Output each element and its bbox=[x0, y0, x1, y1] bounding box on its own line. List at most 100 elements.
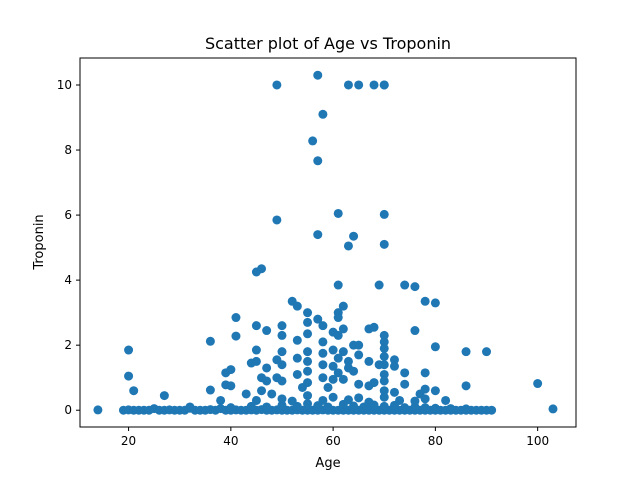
scatter-point bbox=[343, 241, 353, 251]
scatter-point bbox=[292, 353, 302, 363]
scatter-point bbox=[354, 350, 364, 360]
scatter-point bbox=[349, 401, 359, 411]
scatter-point bbox=[374, 280, 384, 290]
scatter-point bbox=[318, 109, 328, 119]
x-tick-label: 100 bbox=[526, 434, 549, 448]
scatter-point bbox=[379, 386, 389, 396]
scatter-point bbox=[303, 347, 313, 357]
scatter-point bbox=[251, 321, 261, 331]
scatter-point bbox=[420, 296, 430, 306]
scatter-point bbox=[395, 395, 405, 405]
scatter-point bbox=[318, 373, 328, 383]
y-axis-label: Troponin bbox=[32, 214, 47, 270]
y-tick-label: 6 bbox=[64, 208, 72, 222]
scatter-point bbox=[303, 399, 313, 409]
scatter-point bbox=[313, 70, 323, 80]
scatter-point bbox=[262, 402, 272, 412]
y-tick-label: 8 bbox=[64, 143, 72, 157]
scatter-point bbox=[313, 314, 323, 324]
y-tick-label: 10 bbox=[57, 78, 72, 92]
scatter-point bbox=[420, 384, 430, 394]
scatter-point bbox=[292, 369, 302, 379]
scatter-point bbox=[267, 389, 277, 399]
scatter-point bbox=[343, 395, 353, 405]
x-tick-label: 80 bbox=[428, 434, 443, 448]
scatter-point bbox=[364, 356, 374, 366]
scatter-point bbox=[461, 347, 471, 357]
scatter-point bbox=[379, 376, 389, 386]
scatter-point bbox=[205, 385, 215, 395]
scatter-point bbox=[159, 391, 169, 401]
scatter-point bbox=[338, 324, 348, 334]
scatter-point bbox=[548, 404, 558, 414]
scatter-point bbox=[430, 386, 440, 396]
scatter-point bbox=[205, 336, 215, 346]
scatter-point bbox=[400, 403, 410, 413]
scatter-point bbox=[379, 401, 389, 411]
scatter-point bbox=[257, 386, 267, 396]
points-layer bbox=[93, 70, 558, 415]
scatter-point bbox=[349, 231, 359, 241]
scatter-point bbox=[303, 378, 313, 388]
scatter-point bbox=[323, 382, 333, 392]
scatter-point bbox=[410, 282, 420, 292]
scatter-point bbox=[430, 298, 440, 308]
scatter-point bbox=[313, 156, 323, 166]
scatter-point bbox=[272, 215, 282, 225]
scatter-point bbox=[420, 403, 430, 413]
y-tick-label: 0 bbox=[64, 403, 72, 417]
scatter-point bbox=[277, 360, 287, 370]
scatter-point bbox=[251, 345, 261, 355]
scatter-point bbox=[400, 379, 410, 389]
scatter-point bbox=[364, 397, 374, 407]
scatter-point bbox=[430, 342, 440, 352]
scatter-point bbox=[303, 391, 313, 401]
scatter-point bbox=[410, 326, 420, 336]
scatter-point bbox=[369, 322, 379, 332]
scatter-point bbox=[400, 280, 410, 290]
scatter-point bbox=[277, 347, 287, 357]
scatter-point bbox=[226, 381, 236, 391]
scatter-point bbox=[292, 301, 302, 311]
scatter-point bbox=[328, 374, 338, 384]
scatter-point bbox=[185, 403, 195, 413]
x-tick-label: 40 bbox=[223, 434, 238, 448]
scatter-point bbox=[379, 343, 389, 353]
scatter-point bbox=[277, 321, 287, 331]
scatter-point bbox=[262, 326, 272, 336]
scatter-point bbox=[430, 403, 440, 413]
scatter-point bbox=[333, 208, 343, 218]
scatter-point bbox=[277, 394, 287, 404]
y-tick-label: 2 bbox=[64, 338, 72, 352]
scatter-point bbox=[343, 80, 353, 90]
scatter-point bbox=[461, 404, 471, 414]
scatter-point bbox=[420, 368, 430, 378]
scatter-point bbox=[446, 404, 456, 414]
scatter-point bbox=[333, 280, 343, 290]
scatter-point bbox=[333, 353, 343, 363]
scatter-point bbox=[333, 313, 343, 323]
scatter-point bbox=[487, 405, 497, 415]
scatter-point bbox=[257, 264, 267, 274]
scatter-point bbox=[303, 366, 313, 376]
scatter-point bbox=[277, 400, 287, 410]
x-tick-label: 20 bbox=[121, 434, 136, 448]
scatter-point bbox=[216, 395, 226, 405]
scatter-point bbox=[482, 347, 492, 357]
scatter-point bbox=[461, 381, 471, 391]
scatter-point bbox=[226, 365, 236, 375]
scatter-point bbox=[328, 392, 338, 402]
y-tick-label: 4 bbox=[64, 273, 72, 287]
scatter-point bbox=[379, 330, 389, 340]
scatter-point bbox=[129, 386, 139, 396]
scatter-point bbox=[379, 239, 389, 249]
scatter-point bbox=[379, 369, 389, 379]
scatter-point bbox=[338, 374, 348, 384]
scatter-point bbox=[328, 361, 338, 371]
scatter-point bbox=[338, 347, 348, 357]
scatter-point bbox=[287, 396, 297, 406]
scatter-point bbox=[369, 378, 379, 388]
scatter-point bbox=[262, 363, 272, 373]
scatter-point bbox=[292, 335, 302, 345]
